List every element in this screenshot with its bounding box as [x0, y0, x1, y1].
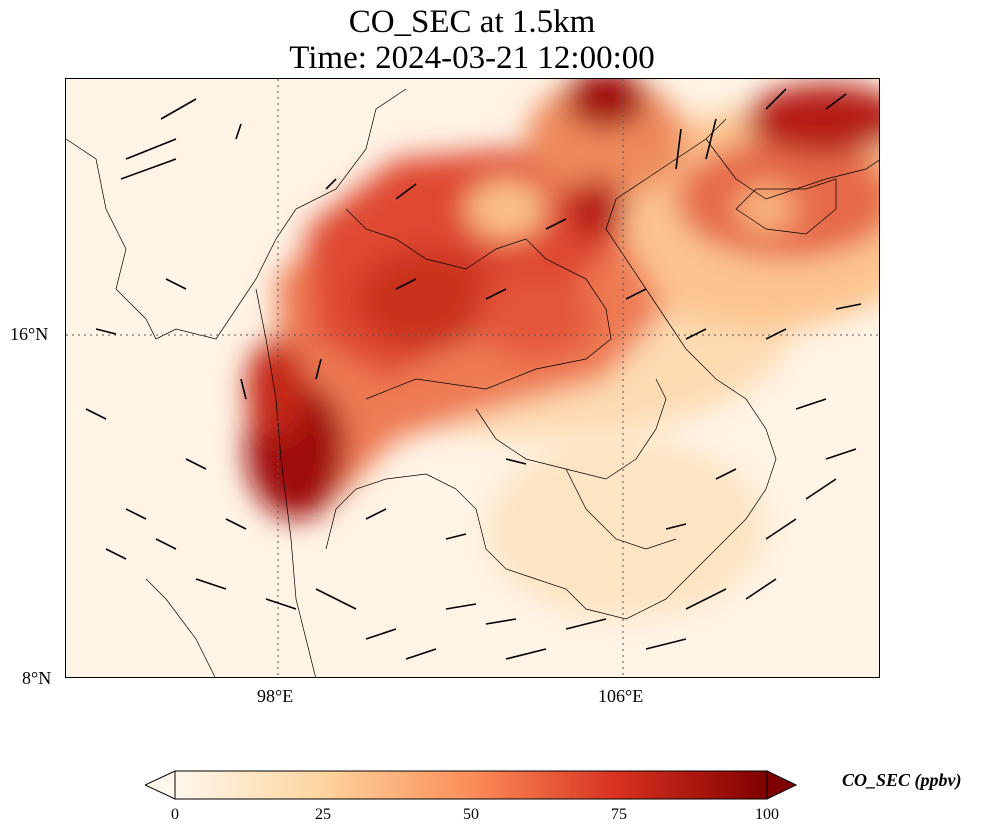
coastlines-and-borders — [66, 88, 879, 677]
colorbar-tick-100: 100 — [755, 806, 779, 823]
map-svg — [66, 79, 879, 677]
colorbar-tick-50: 50 — [463, 806, 479, 823]
lat-tick-8n: 8°N — [22, 668, 52, 688]
lon-tick-106e: 106°E — [598, 686, 644, 706]
graticule — [66, 79, 879, 677]
colorbar-tick-0: 0 — [171, 806, 179, 823]
colorbar-tick-75: 75 — [611, 806, 627, 823]
map-plot-area — [65, 78, 880, 678]
wind-vectors — [85, 88, 862, 660]
lon-tick-98e: 98°E — [257, 686, 294, 706]
colorbar-tick-25: 25 — [315, 806, 331, 823]
colorbar-extend-max — [766, 770, 797, 800]
colorbar-label: CO_SEC (ppbv) — [842, 770, 962, 790]
colorbar-body — [174, 770, 768, 800]
co-concentration-field — [246, 79, 879, 619]
colorbar — [145, 770, 797, 800]
map-subtitle: Time: 2024-03-21 12:00:00 — [289, 40, 655, 76]
lat-tick-16n: 16°N — [10, 324, 49, 344]
colorbar-extend-min — [145, 770, 176, 800]
map-title: CO_SEC at 1.5km — [348, 4, 596, 40]
